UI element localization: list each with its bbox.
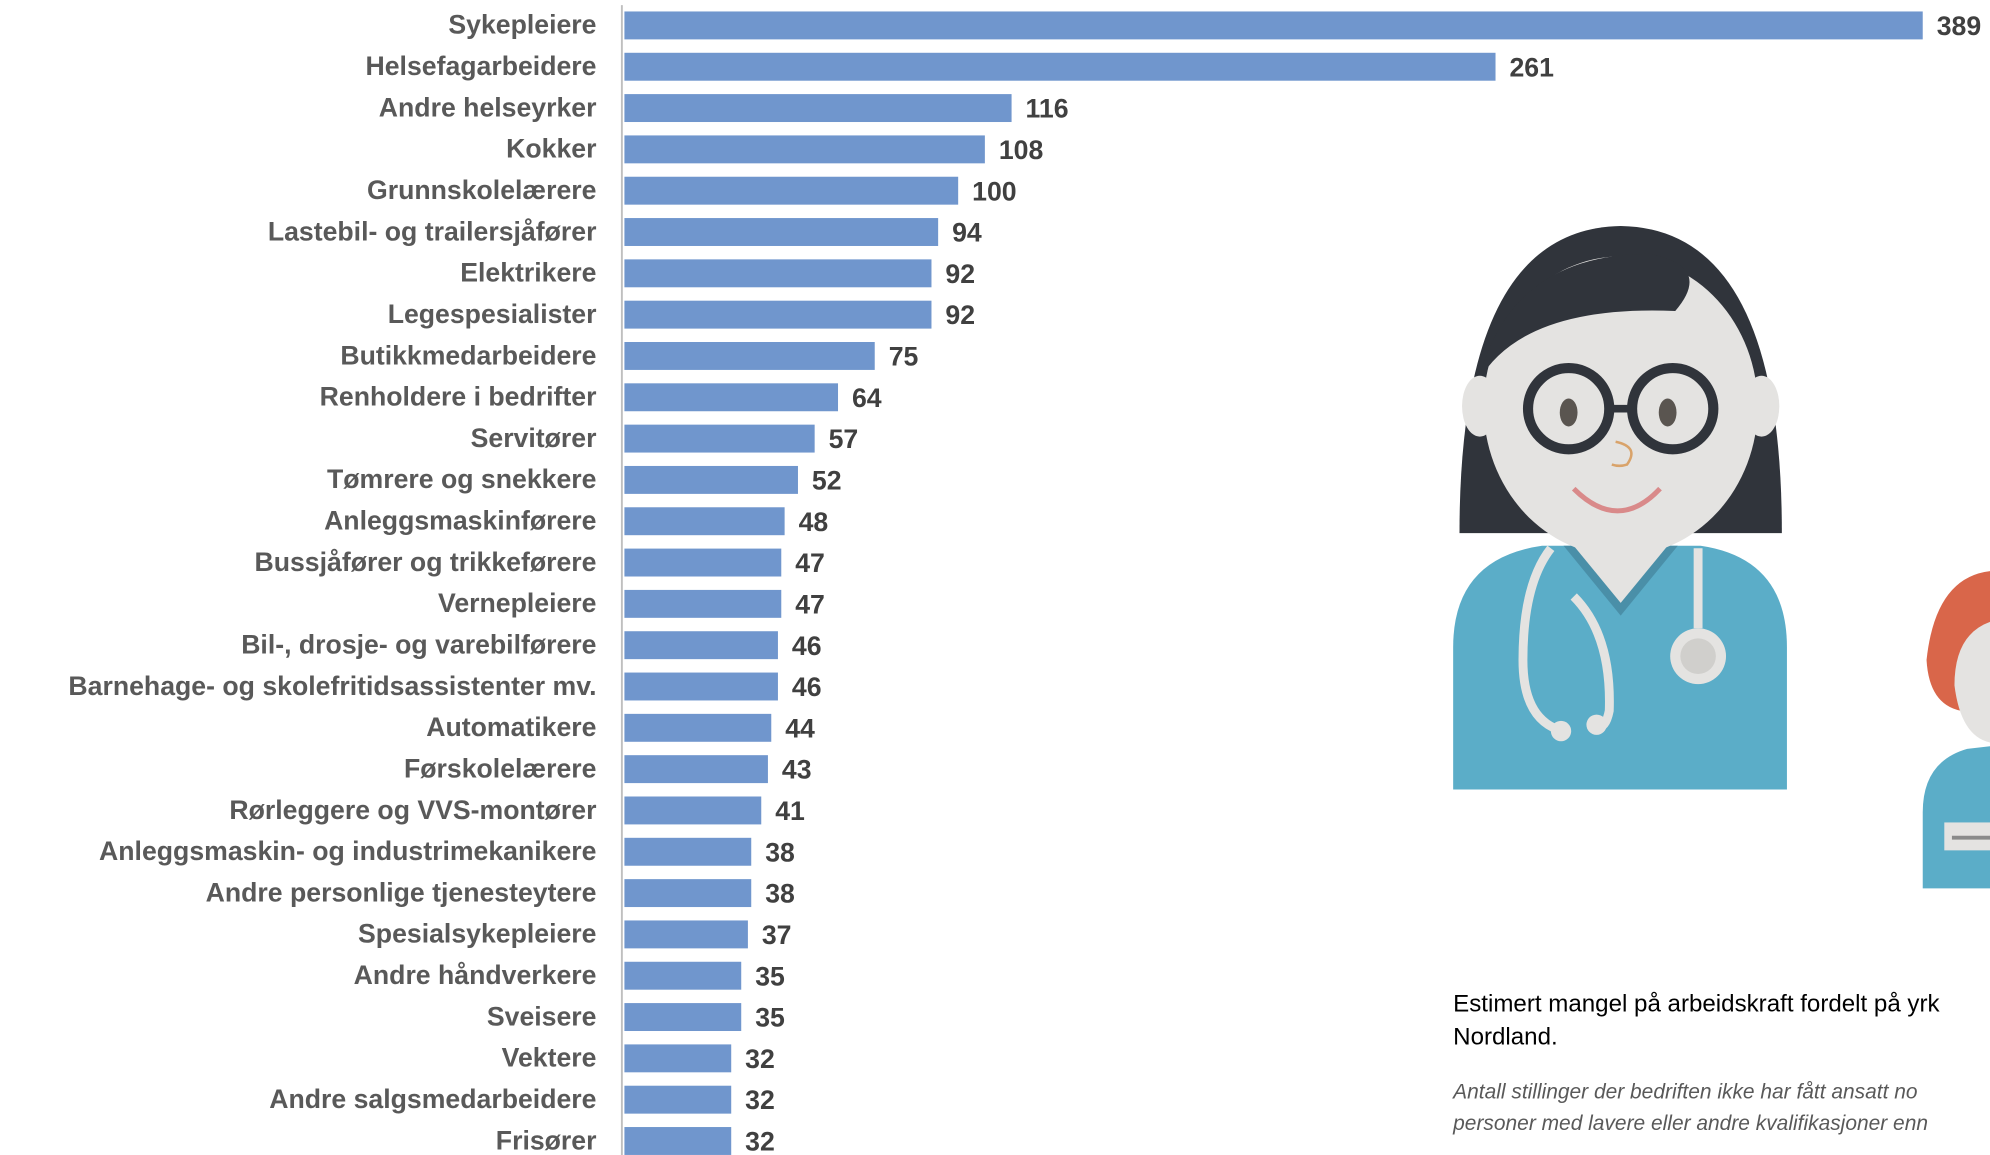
category-label: Andre håndverkere: [354, 960, 597, 990]
bar: [624, 177, 958, 205]
bar: [624, 301, 931, 329]
value-label: 44: [785, 713, 815, 743]
bar: [624, 631, 778, 659]
bar: [624, 259, 931, 287]
value-label: 100: [972, 176, 1016, 206]
category-label: Bil-, drosje- og varebilførere: [241, 630, 596, 660]
value-label: 46: [792, 672, 822, 702]
category-label: Sveisere: [487, 1001, 597, 1031]
category-label: Servitører: [471, 423, 597, 453]
bar: [624, 1086, 731, 1114]
bar: [624, 466, 798, 494]
category-label: Helsefagarbeidere: [365, 51, 596, 81]
value-label: 92: [945, 259, 975, 289]
category-label: Andre personlige tjenesteytere: [206, 877, 597, 907]
category-label: Anleggsmaskin- og industrimekanikere: [99, 836, 596, 866]
illustration: [1453, 226, 1990, 888]
category-label: Legespesialister: [388, 299, 597, 329]
value-label: 94: [952, 218, 982, 248]
value-label: 35: [755, 1003, 785, 1033]
category-label: Andre helseyrker: [379, 92, 597, 122]
value-label: 38: [765, 837, 795, 867]
category-label: Butikkmedarbeidere: [340, 340, 596, 370]
category-label: Andre salgsmedarbeidere: [269, 1084, 596, 1114]
value-label: 35: [755, 961, 785, 991]
bar: [624, 549, 781, 577]
value-label: 47: [795, 589, 825, 619]
category-label: Spesialsykepleiere: [358, 919, 596, 949]
bar: [624, 1044, 731, 1072]
value-label: 116: [1026, 94, 1069, 124]
bar: [624, 755, 768, 783]
category-label: Renholdere i bedrifter: [320, 382, 597, 412]
value-label: 92: [945, 300, 975, 330]
category-label: Bussjåfører og trikkeførere: [254, 547, 596, 577]
bar: [624, 590, 781, 618]
bar: [624, 383, 838, 411]
category-label: Sykepleiere: [448, 10, 596, 40]
bar: [624, 920, 747, 948]
bar: [624, 1003, 741, 1031]
caption: Estimert mangel på arbeidskraft fordelt …: [1453, 991, 1940, 1018]
value-label: 46: [792, 631, 822, 661]
bar: [624, 673, 778, 701]
category-label: Vektere: [502, 1043, 597, 1073]
bar: [624, 425, 814, 453]
value-label: 32: [745, 1085, 775, 1115]
chart: Estimert mangel på arbeidskraft fordelt …: [0, 0, 1990, 1155]
bar: [624, 94, 1011, 122]
value-label: 52: [812, 466, 842, 496]
value-label: 261: [1509, 52, 1554, 82]
bar: [624, 53, 1495, 81]
bar: [624, 342, 874, 370]
value-label: 75: [889, 342, 919, 372]
bar: [624, 879, 751, 907]
value-label: 32: [745, 1044, 775, 1074]
bar: [624, 838, 751, 866]
value-label: 108: [999, 135, 1043, 165]
category-label: Kokker: [506, 134, 596, 164]
value-label: 47: [795, 548, 825, 578]
category-label: Anleggsmaskinførere: [324, 506, 596, 536]
value-label: 64: [852, 383, 882, 413]
bar: [624, 507, 784, 535]
value-label: 389: [1937, 11, 1981, 41]
value-label: 57: [829, 424, 859, 454]
value-label: 43: [782, 755, 812, 785]
category-label: Grunnskolelærere: [367, 175, 597, 205]
bar: [624, 135, 984, 163]
bar: [624, 1127, 731, 1155]
category-label: Automatikere: [426, 712, 596, 742]
category-label: Frisører: [496, 1125, 597, 1155]
bar: [624, 11, 1922, 39]
value-label: 37: [762, 920, 792, 950]
value-label: 38: [765, 879, 795, 909]
bar: [624, 218, 938, 246]
value-label: 41: [775, 796, 805, 826]
caption: Nordland.: [1453, 1024, 1558, 1051]
bar: [624, 796, 761, 824]
category-label: Rørleggere og VVS-montører: [229, 795, 596, 825]
value-label: 48: [799, 507, 829, 537]
category-label: Vernepleiere: [438, 588, 596, 618]
category-label: Lastebil- og trailersjåfører: [268, 216, 597, 246]
category-label: Elektrikere: [460, 258, 596, 288]
category-label: Førskolelærere: [404, 753, 597, 783]
value-label: 32: [745, 1127, 775, 1155]
note: personer med lavere eller andre kvalifik…: [1452, 1112, 1928, 1135]
note: Antall stillinger der bedriften ikke har…: [1451, 1080, 1917, 1103]
category-label: Barnehage- og skolefritidsassistenter mv…: [68, 671, 596, 701]
bar: [624, 962, 741, 990]
category-label: Tømrere og snekkere: [327, 464, 597, 494]
bar: [624, 714, 771, 742]
